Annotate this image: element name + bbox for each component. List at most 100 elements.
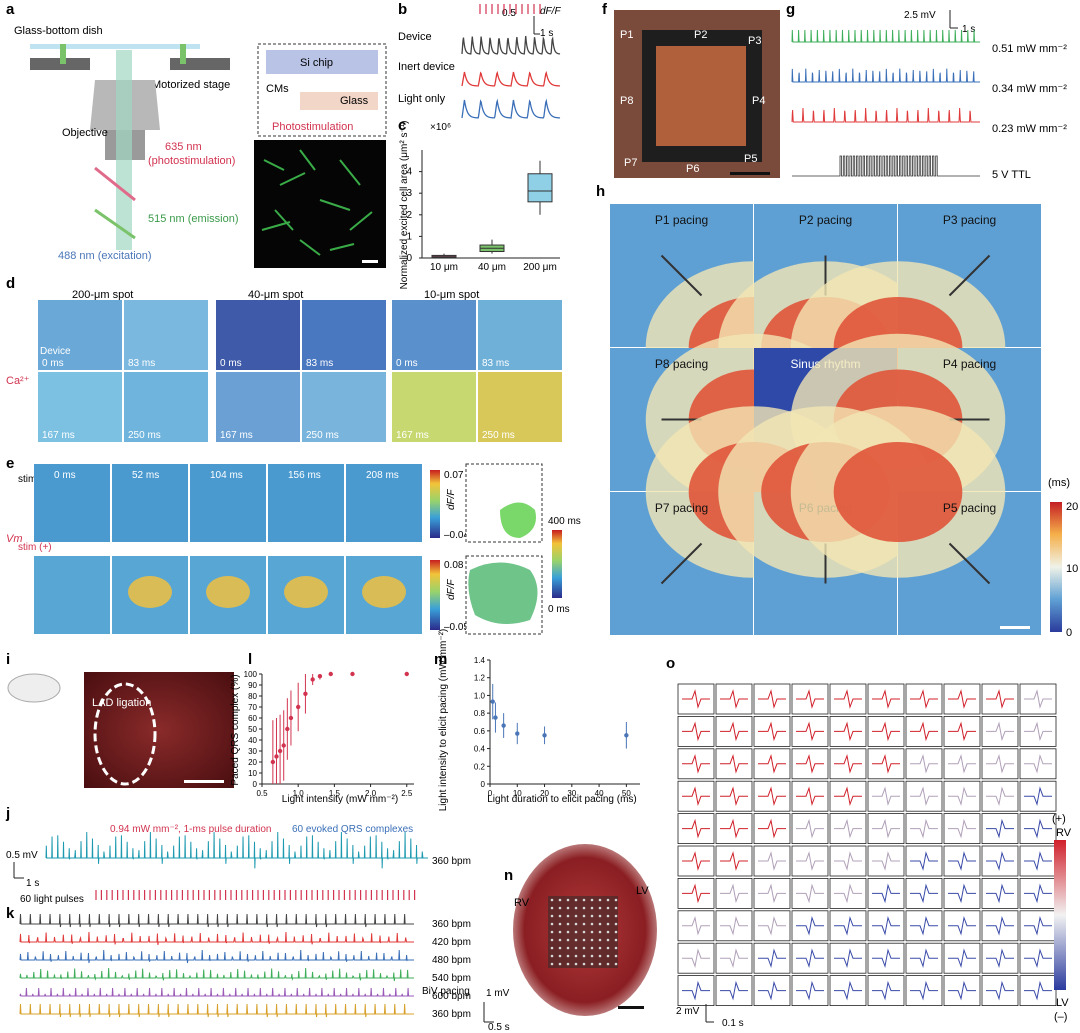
d-tile <box>216 300 300 370</box>
o-ecg-beat <box>682 851 710 871</box>
m-xtick-label: 30 <box>567 789 576 798</box>
si-chip-label: Si chip <box>300 57 333 69</box>
n-electrode <box>574 930 578 934</box>
o-minus: (–) <box>1054 1011 1067 1023</box>
g-scale-s: 1 s <box>962 24 975 35</box>
h-late-zone <box>833 441 963 543</box>
n-electrode <box>606 962 610 966</box>
o-ecg-beat <box>834 948 862 969</box>
h-tile-label: P3 pacing <box>943 213 996 227</box>
k-trace <box>19 967 414 982</box>
l-xtick-label: 2.0 <box>365 789 377 798</box>
k-trace <box>19 1003 414 1018</box>
n-electrode <box>582 914 586 918</box>
k-scale-s: 0.5 s <box>488 1022 510 1033</box>
e-tile <box>112 464 188 542</box>
n-electrode <box>582 962 586 966</box>
n-electrode <box>558 946 562 950</box>
panel-h-letter: h <box>596 183 605 200</box>
n-electrode <box>590 914 594 918</box>
mouse-icon <box>7 673 61 703</box>
o-ecg-beat <box>948 883 976 904</box>
o-ecg-beat <box>872 883 900 904</box>
e-map-1-blob <box>500 502 536 538</box>
o-ecg-beat <box>910 980 938 1001</box>
n-electrode <box>566 938 570 942</box>
l-ytick-label: 0 <box>253 780 258 789</box>
n-electrode <box>550 914 554 918</box>
k-rate-label: 360 bpm <box>432 1009 471 1020</box>
d-tile-time: 167 ms <box>42 430 75 441</box>
h-tile-label: P1 pacing <box>655 213 708 227</box>
e-tile-time: 208 ms <box>366 470 399 481</box>
j-scale-s: 1 s <box>26 878 39 889</box>
o-lv: LV <box>1056 997 1069 1009</box>
g-ttl-trace <box>792 155 980 177</box>
o-ecg-beat <box>720 753 748 774</box>
n-electrode <box>574 938 578 942</box>
dish-wall-right <box>180 44 186 64</box>
o-ecg-beat <box>682 786 710 807</box>
o-ecg-beat <box>910 786 938 807</box>
o-ecg-beat <box>1024 689 1052 709</box>
l-point <box>404 671 409 677</box>
scale-bar-a <box>362 260 378 263</box>
c-ytick-label: 1 <box>406 231 412 242</box>
j-light-pulses <box>95 890 416 900</box>
n-electrode <box>574 954 578 958</box>
d-title-200: 200-μm spot <box>72 289 133 301</box>
m-point <box>501 723 506 728</box>
d-tile <box>392 300 476 370</box>
n-electrode <box>606 914 610 918</box>
m-xtick-label: 10 <box>513 789 522 798</box>
e-vm: Vm <box>6 533 23 545</box>
l-xlabel: Light intensity (mW mm⁻²) <box>282 794 398 805</box>
panel-b-letter: b <box>398 1 407 18</box>
n-electrode <box>566 914 570 918</box>
b-trace-light <box>461 98 561 119</box>
n-electrode <box>598 938 602 942</box>
n-electrode <box>606 922 610 926</box>
o-ecg-beat <box>1024 883 1052 904</box>
k-trace <box>19 931 414 946</box>
m-xlabel: Light duration to elicit pacing (ms) <box>487 794 637 805</box>
n-electrode <box>598 898 602 902</box>
o-ecg-beat <box>948 689 976 709</box>
n-electrode <box>590 954 594 958</box>
n-electrode <box>606 906 610 910</box>
dichroic-2 <box>94 208 136 240</box>
d-title-10: 10-μm spot <box>424 289 479 301</box>
o-ecg-beat <box>872 753 900 774</box>
n-electrode <box>566 946 570 950</box>
e-cb2-max: 0.08 <box>444 560 464 571</box>
l-point <box>270 759 276 765</box>
k-rate-label: 360 bpm <box>432 919 471 930</box>
o-ecg-beat <box>986 818 1014 839</box>
photostim-nm: 635 nm <box>165 141 202 153</box>
o-ecg-beat <box>1024 915 1052 936</box>
o-ecg-beat <box>758 948 786 969</box>
k-rate-label: 540 bpm <box>432 973 471 984</box>
n-electrode <box>614 906 618 910</box>
o-ecg-beat <box>872 948 900 969</box>
l-xtick-label: 0.5 <box>256 789 268 798</box>
o-ecg-beat <box>986 948 1014 969</box>
n-electrode <box>550 930 554 934</box>
o-ecg-beat <box>910 818 938 839</box>
d-tile-time: 83 ms <box>482 358 509 369</box>
n-electrode <box>566 954 570 958</box>
d-tile <box>38 372 122 442</box>
m-point <box>493 715 498 720</box>
k-trace <box>19 913 414 928</box>
l-xtick-label: 1.0 <box>293 789 305 798</box>
e-map-min: 0 ms <box>548 604 570 615</box>
n-electrode <box>598 914 602 918</box>
l-ytick-label: 60 <box>248 714 257 723</box>
o-ecg-beat <box>720 786 748 807</box>
d-tile <box>216 372 300 442</box>
o-ecg-beat <box>1024 851 1052 871</box>
d-tile-time: 167 ms <box>220 430 253 441</box>
h-cb-10: 10 <box>1066 563 1078 575</box>
o-ecg-beat <box>682 818 710 839</box>
